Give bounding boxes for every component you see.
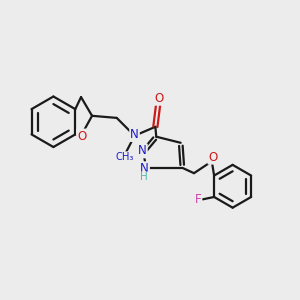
- Text: F: F: [195, 193, 201, 206]
- Text: N: N: [138, 144, 147, 158]
- Text: O: O: [77, 130, 86, 142]
- Text: N: N: [140, 162, 149, 175]
- Text: CH₃: CH₃: [115, 152, 134, 162]
- Text: O: O: [154, 92, 163, 105]
- Text: O: O: [208, 151, 217, 164]
- Text: H: H: [140, 172, 148, 182]
- Text: N: N: [130, 128, 139, 141]
